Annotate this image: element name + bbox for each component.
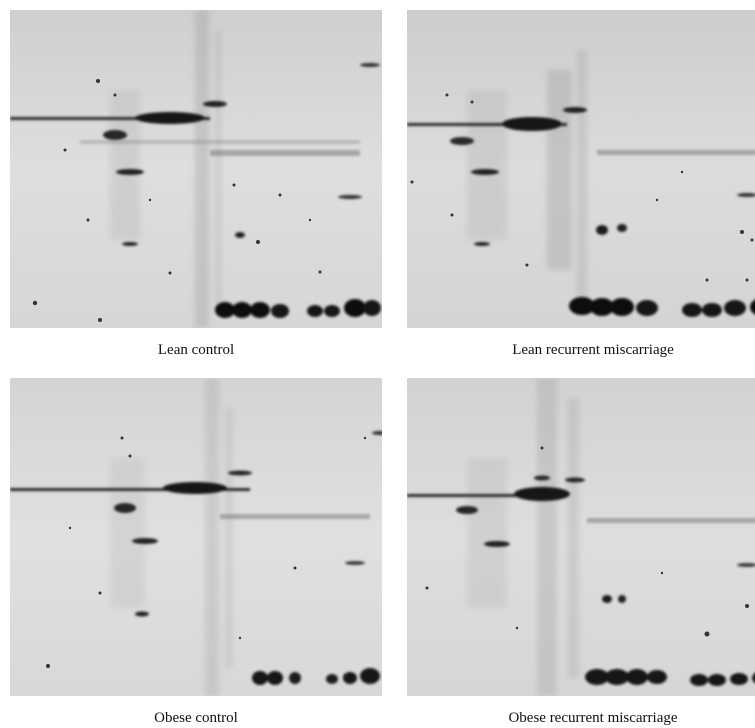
gel-image-lean-control-graphic (10, 10, 382, 328)
gel-image-obese-control-graphic (10, 378, 382, 696)
gel-image-obese-recurrent-miscarriage (407, 378, 755, 696)
caption-lean-recurrent-miscarriage: Lean recurrent miscarriage (512, 342, 674, 358)
caption-lean-control: Lean control (157, 342, 235, 358)
gel-image-lean-recurrent-miscarriage-graphic (407, 10, 755, 328)
gel-image-lean-control (10, 10, 382, 328)
gel-image-obese-recurrent-miscarriage-graphic (407, 378, 755, 696)
caption-obese-recurrent-miscarriage: Obese recurrent miscarriage (508, 710, 678, 726)
caption-obese-control: Obese control (154, 710, 238, 726)
gel-image-lean-recurrent-miscarriage (407, 10, 755, 328)
gel-image-obese-control (10, 378, 382, 696)
